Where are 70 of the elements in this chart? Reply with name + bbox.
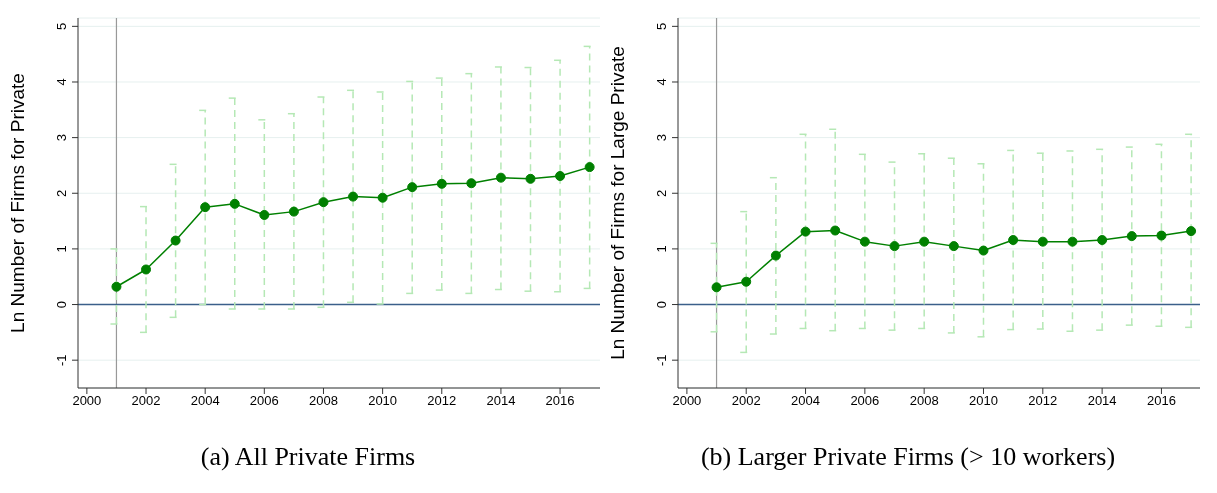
y-tick-label: -1 — [54, 354, 69, 366]
point — [889, 241, 900, 252]
x-tick-label: 2014 — [486, 393, 516, 409]
x-tick-label: 2008 — [309, 393, 338, 409]
point — [919, 236, 930, 247]
x-tick-label: 2004 — [190, 393, 220, 409]
x-tick-label: 2006 — [249, 393, 279, 409]
point — [830, 225, 841, 236]
point — [229, 198, 240, 209]
point — [348, 191, 359, 202]
x-tick-label: 2016 — [545, 393, 575, 409]
x-tick-label: 2000 — [72, 393, 102, 409]
x-tick-label: 2004 — [791, 393, 820, 409]
x-tick-label: 2016 — [1146, 393, 1176, 409]
y-tick-label: 1 — [54, 245, 69, 253]
y-tick-label: 5 — [54, 22, 69, 30]
x-tick-label: 2014 — [1087, 393, 1117, 409]
point — [288, 206, 299, 217]
x-tick-label: 2002 — [131, 393, 161, 409]
point — [200, 202, 211, 213]
text: (b) Larger Private Firms (> 10 workers) — [699, 442, 1117, 472]
y-tick-label: 3 — [654, 134, 669, 142]
point — [170, 235, 181, 246]
point — [555, 171, 566, 182]
y-tick-label: 2 — [654, 189, 669, 197]
point — [1037, 236, 1048, 247]
point — [1156, 230, 1167, 241]
y-tick-label: 0 — [54, 300, 69, 309]
x-tick-label: 2012 — [1028, 393, 1058, 409]
y-tick-label: 2 — [54, 189, 69, 197]
y-tick-label: 3 — [54, 134, 69, 142]
point — [377, 192, 388, 203]
text: (a) All Private Firms — [199, 442, 417, 472]
point — [111, 281, 122, 292]
point — [711, 282, 722, 293]
y-axis-title: Ln Number of Firms for Large Private — [607, 46, 628, 360]
point — [1097, 235, 1108, 245]
point — [978, 245, 989, 256]
point — [859, 236, 870, 247]
point — [407, 182, 418, 193]
x-tick-label: 2000 — [672, 393, 702, 409]
point — [741, 276, 752, 287]
point — [466, 178, 477, 189]
x-tick-label: 2002 — [731, 393, 761, 409]
x-tick-label: 2006 — [850, 393, 880, 409]
y-tick-label: 4 — [54, 78, 69, 86]
point — [436, 178, 447, 189]
point — [1126, 231, 1137, 242]
point — [948, 241, 959, 252]
y-axis-title: Ln Number of Firms for Private — [7, 73, 28, 333]
y-tick-label: 0 — [654, 300, 669, 309]
x-tick-label: 2012 — [427, 393, 457, 409]
point — [525, 173, 536, 184]
point — [259, 209, 270, 220]
point — [800, 226, 811, 237]
point — [770, 250, 781, 261]
point — [1186, 226, 1197, 237]
point — [584, 162, 595, 173]
point — [141, 264, 152, 275]
y-tick-label: 4 — [654, 78, 669, 86]
point — [495, 172, 506, 183]
x-tick-label: 2008 — [909, 393, 939, 409]
y-tick-label: -1 — [654, 354, 669, 366]
x-tick-label: 2010 — [969, 393, 998, 409]
point — [1067, 236, 1078, 247]
y-tick-label: 5 — [654, 22, 669, 30]
y-tick-label: 1 — [654, 245, 669, 253]
point — [1008, 235, 1019, 245]
x-tick-label: 2010 — [368, 393, 398, 409]
point — [318, 197, 329, 208]
